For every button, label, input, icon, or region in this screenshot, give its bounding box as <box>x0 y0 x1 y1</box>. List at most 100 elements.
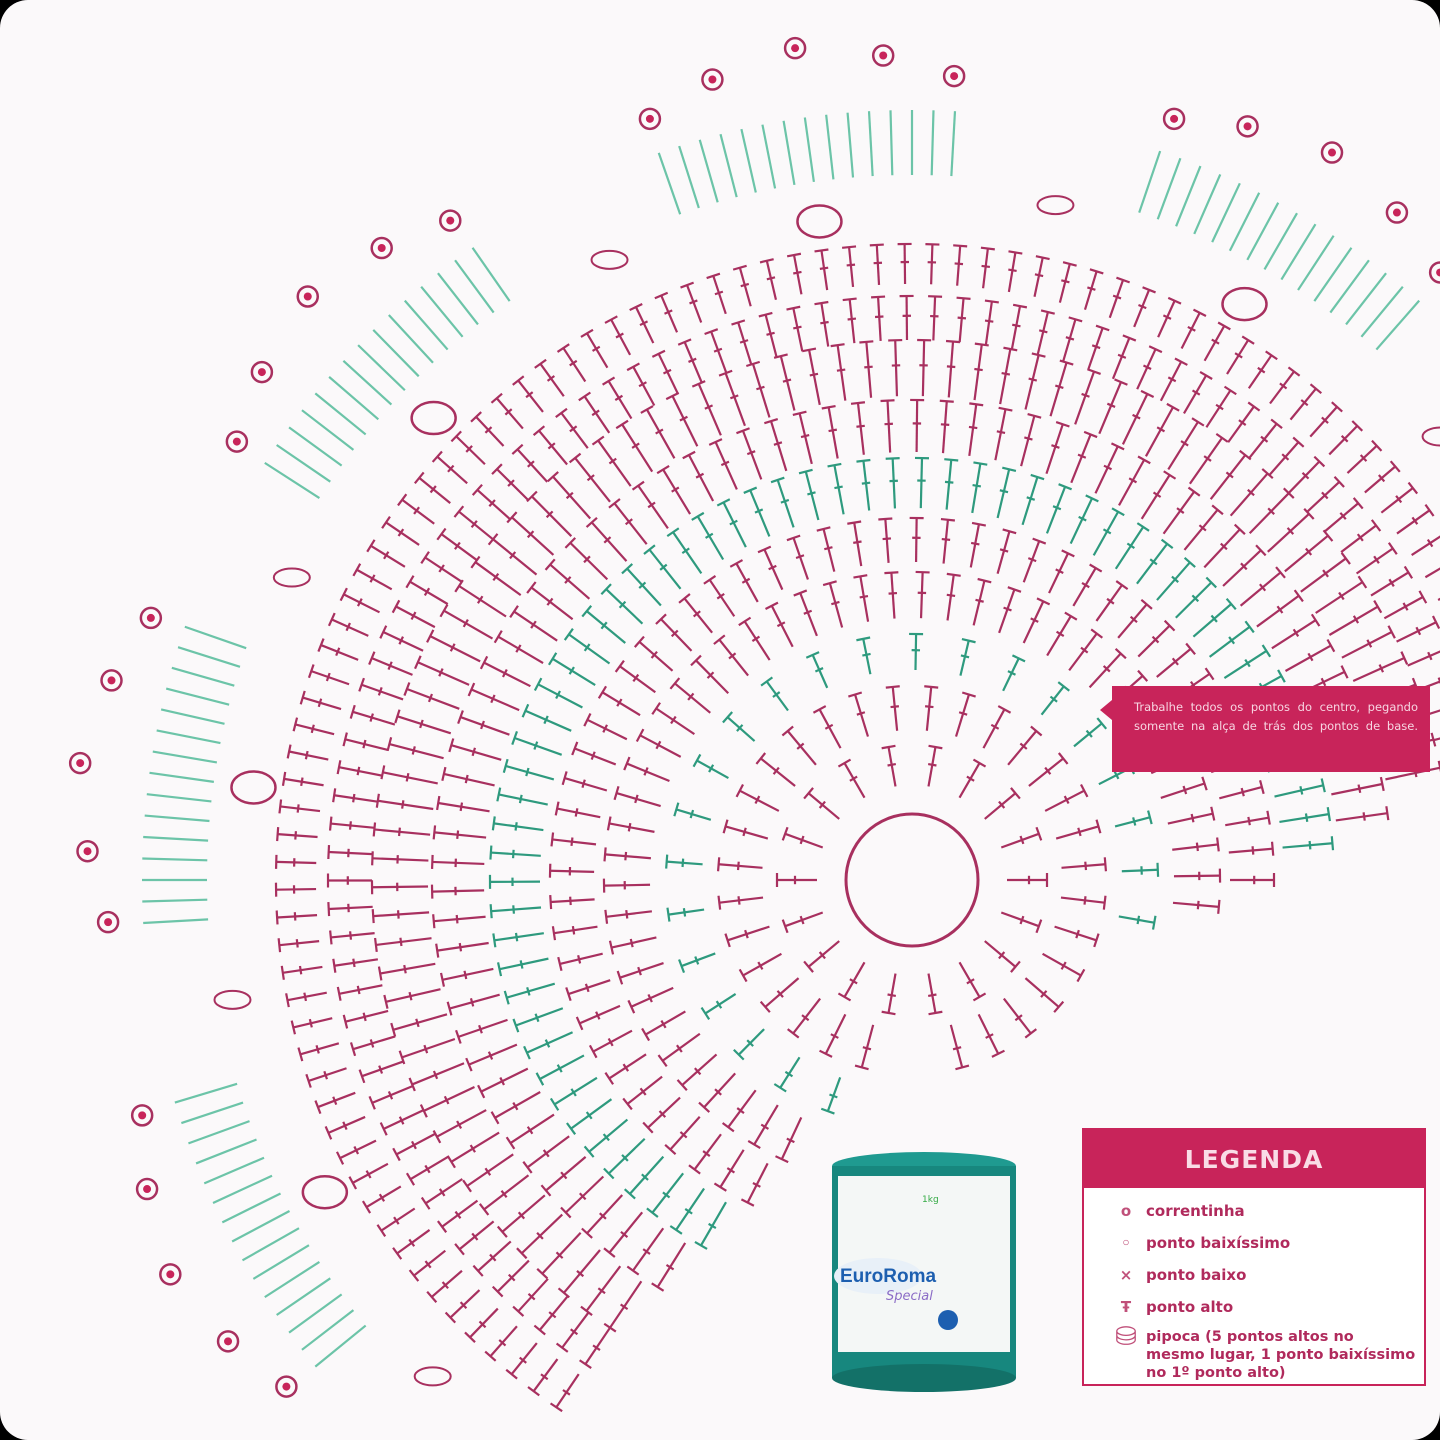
teal-stitch <box>867 111 874 177</box>
teal-stitch <box>1297 235 1335 291</box>
stitch-bar <box>547 442 556 450</box>
teal-stitch <box>149 771 215 783</box>
double-crochet-stitch <box>925 243 940 285</box>
stitch-top <box>327 901 331 917</box>
double-crochet-stitch <box>430 884 485 899</box>
double-crochet-stitch <box>503 982 556 1005</box>
stitch-post <box>555 1373 580 1408</box>
stitch-top <box>583 1145 595 1158</box>
double-crochet-stitch <box>1054 925 1100 948</box>
stitch-top <box>335 1151 345 1165</box>
stitch-top <box>1140 598 1153 610</box>
stitch-top <box>478 1203 490 1216</box>
stitch-bar <box>676 1044 683 1053</box>
double-crochet-stitch <box>646 1172 685 1218</box>
double-crochet-stitch <box>954 691 976 737</box>
stitch-top <box>535 1072 545 1086</box>
stitch-post <box>554 1076 598 1106</box>
double-crochet-stitch <box>1136 538 1174 585</box>
stitch-top <box>575 1016 584 1031</box>
stitch-bar <box>954 262 964 266</box>
stitch-bar <box>459 802 464 812</box>
stitch-post <box>432 860 485 866</box>
double-crochet-stitch <box>1425 709 1440 716</box>
stitch-top <box>324 1125 333 1140</box>
stitch-bar <box>846 263 856 267</box>
stitch-post <box>996 531 1011 575</box>
teal-stitch <box>181 1101 244 1125</box>
teal-stitch <box>454 259 495 314</box>
stitch-top <box>1183 556 1196 568</box>
stitch-post <box>1044 789 1085 812</box>
slip-stitch-dot <box>708 75 717 84</box>
stitch-bar <box>432 1070 439 1080</box>
stitch-top <box>1002 528 1017 535</box>
stitch-post <box>586 1194 624 1234</box>
stitch-post <box>626 567 662 607</box>
double-crochet-stitch <box>856 458 871 511</box>
stitch-post <box>894 340 899 397</box>
stitch-top <box>1068 316 1083 323</box>
teal-stitch <box>252 1244 310 1280</box>
stitch-post <box>661 1032 701 1062</box>
picot-circle <box>96 910 120 934</box>
stitch-post <box>847 247 855 288</box>
stitch-top <box>583 713 592 727</box>
stitch-top <box>837 758 852 768</box>
stitch-bar <box>1014 1014 1023 1022</box>
stitch-post <box>860 1024 875 1068</box>
stitch-bar <box>499 1077 505 1086</box>
stitch-bar <box>940 423 950 427</box>
double-crochet-stitch <box>669 1187 705 1235</box>
teal-stitch <box>950 111 957 177</box>
stitch-top <box>290 1020 297 1035</box>
stitch-post <box>375 937 432 947</box>
stitch-bar <box>1190 813 1195 823</box>
stitch-top <box>491 816 496 831</box>
stitch-top <box>534 358 547 369</box>
stitch-bar <box>534 1013 540 1023</box>
stitch-bar <box>509 551 517 560</box>
stitch-bar <box>396 910 400 919</box>
stitch-bar <box>423 1044 429 1054</box>
double-crochet-stitch <box>994 406 1013 461</box>
stitch-top <box>1035 826 1043 841</box>
stitch-top <box>972 992 987 1002</box>
double-crochet-stitch <box>1346 439 1383 474</box>
picot-circle <box>1162 107 1186 131</box>
double-crochet-stitch <box>446 993 500 1016</box>
stitch-bar <box>784 1070 794 1078</box>
stitch-bar <box>1304 813 1309 822</box>
double-crochet-stitch <box>588 1029 633 1059</box>
stitch-top <box>928 1010 943 1016</box>
stitch-post <box>442 967 494 981</box>
stitch-post <box>1203 325 1226 362</box>
stitch-post <box>1205 389 1232 428</box>
picot-circle <box>1236 115 1259 138</box>
stitch-bar <box>369 1039 375 1048</box>
stitch-top <box>450 430 462 443</box>
stitch-top <box>336 760 342 775</box>
stitch-post <box>724 372 746 427</box>
stitch-bar <box>544 1039 551 1048</box>
stitch-post <box>450 1131 500 1163</box>
slip-stitch-dot <box>303 292 312 301</box>
stitch-bar <box>569 896 572 906</box>
stitch-top <box>971 521 987 527</box>
stitch-post <box>590 521 628 562</box>
stitch-top <box>489 845 493 860</box>
double-crochet-stitch <box>432 1109 487 1144</box>
stitch-top <box>677 338 692 346</box>
stitch-bar <box>1019 915 1025 925</box>
stitch-post <box>1383 596 1424 620</box>
double-crochet-stitch <box>939 399 954 454</box>
stitch-post <box>330 932 375 939</box>
double-crochet-stitch <box>335 1139 377 1165</box>
stitch-post <box>639 734 682 758</box>
stitch-bar <box>1152 491 1162 498</box>
stitch-top <box>275 910 279 925</box>
stitch-bar <box>512 1101 519 1111</box>
teal-stitch <box>203 1156 265 1185</box>
stitch-post <box>1315 581 1364 614</box>
stitch-bar <box>1238 419 1247 426</box>
